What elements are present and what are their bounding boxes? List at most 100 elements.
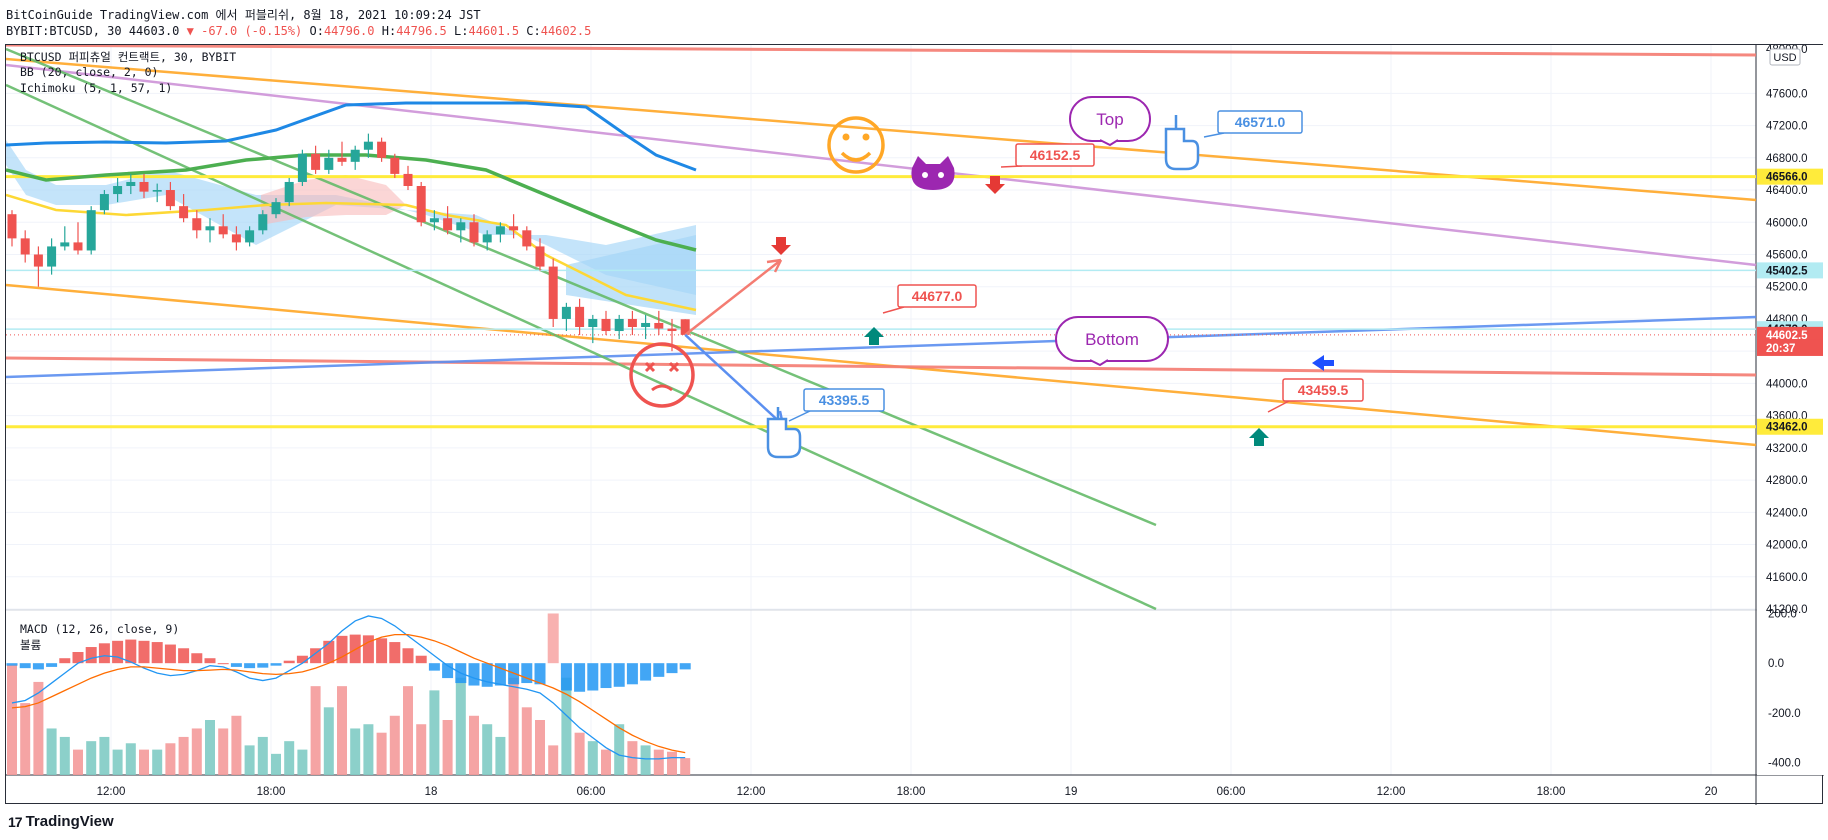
volume-bar xyxy=(469,715,479,775)
legend-macd[interactable]: MACD (12, 26, close, 9) xyxy=(20,622,180,636)
volume-bar xyxy=(7,665,17,775)
volume-bar xyxy=(86,741,97,775)
volume-bar xyxy=(59,736,70,775)
candle-body xyxy=(99,194,109,211)
candle-body xyxy=(469,222,479,243)
macd-histogram-bar xyxy=(191,653,203,664)
macd-histogram-bar xyxy=(376,638,388,664)
volume-bar xyxy=(640,745,651,775)
high-value: 44796.5 xyxy=(396,24,447,38)
red-trendline-bottom xyxy=(6,356,1757,377)
macd-tick-label: 0.0 xyxy=(1768,658,1784,670)
bubble-tail xyxy=(1099,139,1119,147)
candle-body xyxy=(390,157,400,174)
cat-eye xyxy=(922,172,928,178)
macd-histogram-bar xyxy=(178,648,190,664)
candle-body xyxy=(416,186,426,223)
volume-bar xyxy=(403,686,413,775)
price-tick-label: 42800.0 xyxy=(1766,475,1808,487)
callout-text: 44677.0 xyxy=(912,288,963,304)
volume-bar xyxy=(561,677,572,775)
candle-body xyxy=(641,322,651,327)
candle-body xyxy=(86,210,96,251)
callout-text: 46152.5 xyxy=(1030,147,1081,163)
time-tick-label: 18:00 xyxy=(257,786,286,798)
candle-body xyxy=(179,206,189,219)
high-label: H: xyxy=(381,24,397,38)
ohlc-header: BYBIT:BTCUSD, 30 44603.0 ▼ -67.0 (-0.15%… xyxy=(6,24,591,38)
chart-canvas[interactable]: Top Bottom 46571.0 46152.5 44677.0 43395.5 434… xyxy=(6,45,1824,805)
bubble-text: Top xyxy=(1096,110,1123,129)
volume-bar xyxy=(574,732,585,775)
macd-histogram-bar xyxy=(164,644,176,664)
candle-body xyxy=(20,238,30,255)
price-tick-label: 46800.0 xyxy=(1766,153,1808,165)
ichimoku-leading-line xyxy=(6,101,697,172)
hand-shape xyxy=(1164,127,1200,171)
price-callout: 43395.5 xyxy=(788,388,885,422)
volume-bar xyxy=(178,736,189,775)
volume-bar xyxy=(667,751,677,775)
price-tick-label: 44000.0 xyxy=(1766,378,1808,390)
cat-eye xyxy=(938,172,944,178)
legend-volume[interactable]: 볼륨 xyxy=(20,638,42,652)
macd-histogram-bar xyxy=(494,663,506,686)
volume-bar xyxy=(548,745,559,775)
macd-histogram-bar xyxy=(481,663,493,687)
macd-histogram-bar xyxy=(59,658,71,664)
open-value: 44796.0 xyxy=(323,24,375,38)
bubble-tail xyxy=(1089,359,1109,367)
candle-body xyxy=(482,234,492,243)
candle-body xyxy=(245,230,255,243)
candle-body xyxy=(337,157,347,162)
callout-pointer xyxy=(882,306,905,314)
time-tick-label: 12:00 xyxy=(97,786,126,798)
speech-bubble: Top xyxy=(1069,96,1151,147)
volume-bar xyxy=(284,741,295,775)
callout-text: 46571.0 xyxy=(1235,114,1286,130)
low-value: 44601.5 xyxy=(468,24,520,38)
chart-frame[interactable]: Top Bottom 46571.0 46152.5 44677.0 43395.5 434… xyxy=(5,44,1824,805)
candle-body xyxy=(231,234,241,243)
candle-body xyxy=(654,322,664,329)
macd-tick-label: 200.0 xyxy=(1768,608,1797,620)
macd-histogram-bar xyxy=(323,640,335,664)
volume-bar xyxy=(139,749,149,775)
legend-bb[interactable]: BB (20, close, 2, 0) xyxy=(20,65,159,79)
candles xyxy=(7,133,690,352)
macd-histogram-bar xyxy=(560,663,572,691)
macd-histogram-bar xyxy=(270,663,282,666)
arrow-left-icon xyxy=(1312,355,1334,371)
candle-body xyxy=(60,242,70,247)
time-tick-label: 12:00 xyxy=(737,786,766,798)
dizzy-face xyxy=(629,342,695,408)
volume-bar xyxy=(587,741,598,775)
price-tick-label: 46400.0 xyxy=(1766,185,1808,197)
price-tick-label: 45600.0 xyxy=(1766,249,1808,261)
macd-histogram-bar xyxy=(125,639,137,664)
candle-body xyxy=(363,141,373,150)
currency-badge xyxy=(1769,48,1801,66)
candle-body xyxy=(258,214,268,231)
candle-body xyxy=(33,254,43,267)
macd-histogram-bar xyxy=(521,663,533,684)
currency-unit: USD xyxy=(1773,52,1796,64)
volume-bar xyxy=(482,724,493,775)
price-axis: 48000.0USD47600.047200.046800.046400.046… xyxy=(1757,45,1824,775)
price-callout: 44677.0 xyxy=(882,284,977,314)
smile-icon xyxy=(827,116,885,174)
candle-body xyxy=(601,318,611,332)
candle-body xyxy=(205,226,215,231)
price-tick-label: 42400.0 xyxy=(1766,507,1808,519)
candle-body xyxy=(509,226,519,231)
volume-bar xyxy=(350,728,361,775)
volume-bar xyxy=(99,736,110,775)
volume-bar xyxy=(191,728,202,775)
volume-bar xyxy=(376,732,387,775)
legend-ichimoku[interactable]: Ichimoku (5, 1, 57, 1) xyxy=(20,81,173,95)
time-tick-label: 06:00 xyxy=(1217,786,1246,798)
price-tick-label: 47600.0 xyxy=(1766,88,1808,100)
dizzy-face-icon xyxy=(629,342,695,408)
volume-bar xyxy=(323,707,334,775)
bubble-shape xyxy=(1055,316,1169,362)
